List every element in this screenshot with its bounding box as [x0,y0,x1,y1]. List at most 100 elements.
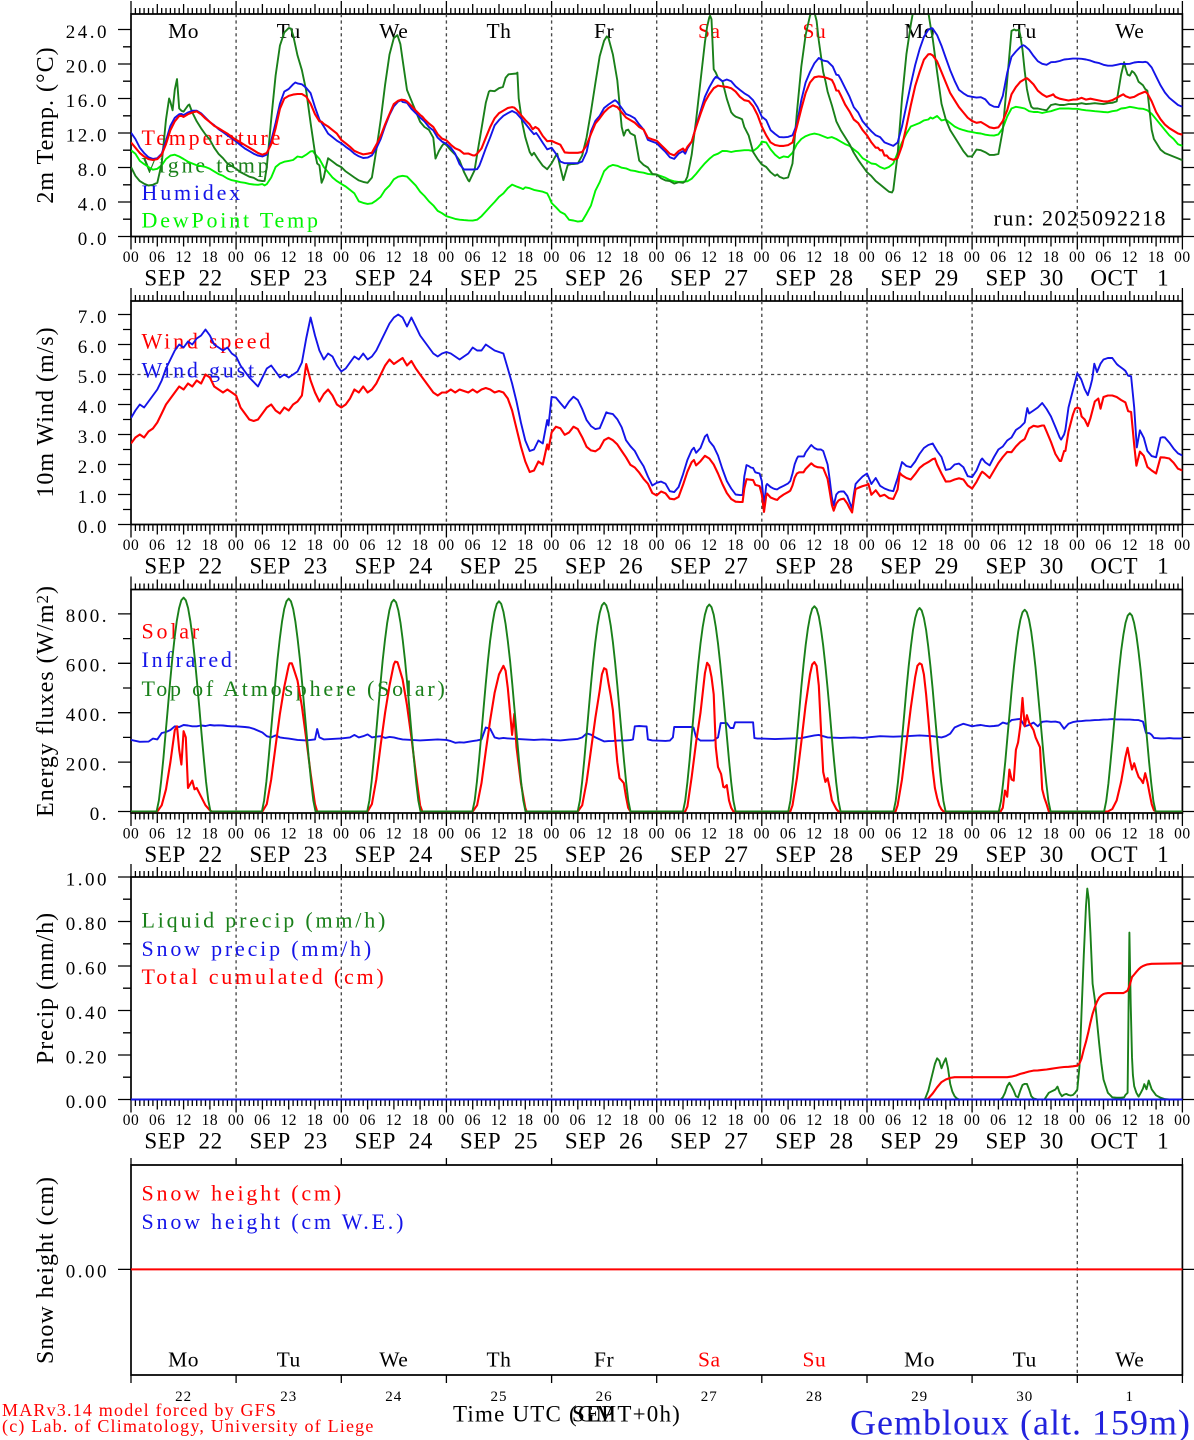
svg-text:Liquid precip (mm/h): Liquid precip (mm/h) [142,908,389,933]
svg-text:12: 12 [1016,825,1033,842]
svg-text:12: 12 [1122,249,1139,266]
svg-text:12: 12 [175,825,192,842]
svg-text:30: 30 [1016,1389,1033,1405]
svg-text:00: 00 [859,249,876,266]
svg-text:00: 00 [964,1112,981,1129]
svg-text:12: 12 [806,1112,823,1129]
svg-text:1: 1 [1126,1389,1135,1405]
svg-text:0.00: 0.00 [66,1092,109,1113]
svg-text:18: 18 [727,1112,744,1129]
svg-text:10m Wind (m/s): 10m Wind (m/s) [33,326,59,497]
svg-text:12: 12 [806,249,823,266]
svg-text:25: 25 [491,1389,508,1405]
svg-text:SEP 28: SEP 28 [775,1129,853,1154]
svg-text:12: 12 [280,537,297,554]
svg-text:12: 12 [280,825,297,842]
svg-text:Mo: Mo [168,1348,199,1372]
svg-text:00: 00 [1174,537,1191,554]
svg-text:00: 00 [438,825,455,842]
svg-text:00: 00 [1069,825,1086,842]
svg-text:SEP 25: SEP 25 [460,266,538,291]
svg-text:06: 06 [885,825,902,842]
svg-text:OCT 1: OCT 1 [1090,266,1169,291]
svg-text:00: 00 [754,825,771,842]
svg-text:400.: 400. [66,705,109,726]
svg-text:SEP 29: SEP 29 [880,554,958,579]
svg-text:24.0: 24.0 [66,22,109,43]
svg-text:0.40: 0.40 [66,1003,109,1024]
svg-text:06: 06 [675,249,692,266]
svg-text:SEP 26: SEP 26 [565,554,643,579]
svg-text:Energy fluxes (W/m2): Energy fluxes (W/m2) [33,585,59,817]
svg-text:Solar: Solar [142,619,202,644]
svg-text:06: 06 [149,825,166,842]
svg-text:run: 2025092218: run: 2025092218 [994,206,1167,231]
svg-text:00: 00 [543,249,560,266]
svg-text:18: 18 [1043,825,1060,842]
svg-text:12: 12 [491,1112,508,1129]
svg-text:18: 18 [938,249,955,266]
svg-text:06: 06 [780,537,797,554]
svg-text:12: 12 [701,537,718,554]
svg-text:18: 18 [307,1112,324,1129]
svg-text:Fr: Fr [594,19,614,43]
svg-text:06: 06 [254,249,271,266]
svg-text:06: 06 [359,537,376,554]
svg-text:12: 12 [1122,537,1139,554]
svg-text:We: We [1115,1348,1144,1372]
svg-text:12: 12 [911,825,928,842]
svg-text:12: 12 [911,249,928,266]
svg-text:18: 18 [938,537,955,554]
svg-text:18: 18 [622,1112,639,1129]
svg-text:SEP 30: SEP 30 [986,554,1064,579]
svg-text:06: 06 [1095,825,1112,842]
svg-text:12: 12 [596,1112,613,1129]
svg-text:0.00: 0.00 [66,1262,109,1283]
svg-text:12: 12 [1122,825,1139,842]
svg-text:12: 12 [1016,249,1033,266]
svg-text:00: 00 [228,249,245,266]
svg-text:06: 06 [990,825,1007,842]
svg-text:1.0: 1.0 [78,487,109,508]
svg-text:0.0: 0.0 [78,229,109,250]
svg-text:18: 18 [832,1112,849,1129]
svg-text:00: 00 [333,825,350,842]
svg-text:18: 18 [517,1112,534,1129]
svg-text:1.00: 1.00 [66,869,109,890]
svg-text:12: 12 [1122,1112,1139,1129]
svg-text:SEP 29: SEP 29 [880,1129,958,1154]
svg-text:SEP 28: SEP 28 [775,842,853,867]
svg-text:06: 06 [570,1112,587,1129]
svg-text:00: 00 [648,249,665,266]
svg-text:00: 00 [859,537,876,554]
svg-text:SEP 30: SEP 30 [986,842,1064,867]
svg-text:SEP 26: SEP 26 [565,842,643,867]
svg-text:12: 12 [911,1112,928,1129]
svg-text:06: 06 [1095,537,1112,554]
svg-text:18: 18 [517,825,534,842]
svg-text:12: 12 [806,825,823,842]
svg-text:SEP 28: SEP 28 [775,554,853,579]
svg-text:06: 06 [990,1112,1007,1129]
svg-text:Total cumulated (cm): Total cumulated (cm) [142,964,387,989]
svg-text:18: 18 [412,825,429,842]
svg-text:00: 00 [964,249,981,266]
svg-text:SEP 29: SEP 29 [880,842,958,867]
svg-text:0.60: 0.60 [66,958,109,979]
svg-text:12: 12 [280,1112,297,1129]
svg-text:8.0: 8.0 [78,160,109,181]
svg-text:Tu: Tu [277,1348,301,1372]
svg-text:06: 06 [570,825,587,842]
svg-text:5.0: 5.0 [78,367,109,388]
svg-text:800.: 800. [66,606,109,627]
svg-text:06: 06 [570,537,587,554]
svg-text:Time UTC (GMT+0h): Time UTC (GMT+0h) [453,1402,681,1427]
svg-text:06: 06 [1095,249,1112,266]
svg-text:18: 18 [727,537,744,554]
svg-text:Th: Th [487,1348,512,1372]
svg-text:06: 06 [464,249,481,266]
svg-text:06: 06 [464,537,481,554]
svg-text:Wind speed: Wind speed [142,329,274,354]
svg-text:06: 06 [464,825,481,842]
svg-text:(c) Lab. of Climatology, Unive: (c) Lab. of Climatology, University of L… [2,1416,375,1437]
